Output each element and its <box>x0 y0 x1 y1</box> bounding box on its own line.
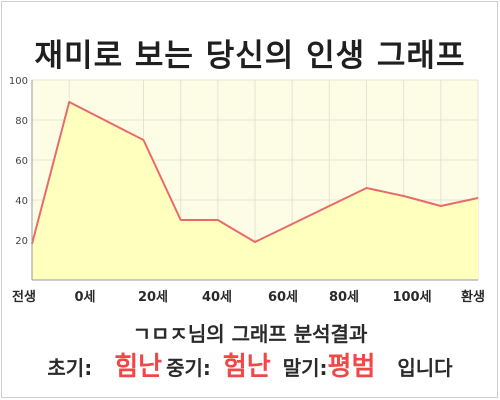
user-name: ㄱㅁㅈ <box>132 322 188 346</box>
y-tick-label: 100 <box>9 76 28 87</box>
x-tick-labels: 전생 0세 20세 40세 60세 80세 100세 환생 <box>12 289 485 305</box>
x-tick-label: 20세 <box>138 290 168 305</box>
result-ending: 입니다 <box>397 356 453 380</box>
early-value: 힘난 <box>114 352 163 382</box>
x-tick-label: 40세 <box>202 290 232 305</box>
life-area-fill <box>32 102 478 280</box>
chart-title: 재미로 보는 당신의 인생 그래프 <box>34 38 466 74</box>
middle-label: 중기: <box>166 356 211 380</box>
result-heading-suffix: 님의 그래프 분석결과 <box>187 322 368 346</box>
result-summary: 초기: 힘난 중기: 험난 말기:평범 입니다 <box>0 346 500 383</box>
x-tick-label: 100세 <box>392 290 431 305</box>
y-tick-label: 80 <box>15 116 28 127</box>
y-tick-label: 20 <box>15 236 28 247</box>
x-tick-label: 60세 <box>268 290 298 305</box>
y-tick-label: 40 <box>15 196 28 207</box>
late-value: 평범 <box>327 352 376 382</box>
y-tick-label: 60 <box>15 156 28 167</box>
x-tick-label: 전생 <box>12 289 36 305</box>
area-layer <box>31 80 479 281</box>
middle-value: 험난 <box>222 352 271 382</box>
x-tick-label: 환생 <box>461 289 485 305</box>
early-label: 초기: <box>47 356 93 380</box>
y-tick-labels: 20 40 60 80 100 <box>9 76 28 247</box>
life-line <box>31 101 479 245</box>
result-heading: ㄱㅁㅈ님의 그래프 분석결과 <box>0 318 500 347</box>
x-tick-label: 80세 <box>329 290 359 305</box>
x-tick-label: 0세 <box>74 290 95 305</box>
late-label: 말기: <box>282 356 328 380</box>
